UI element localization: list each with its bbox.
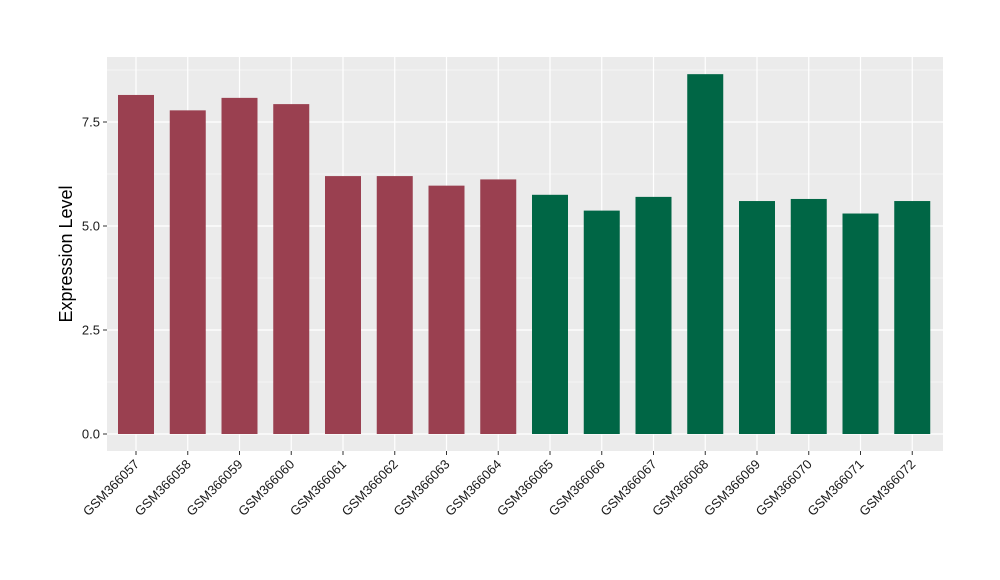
x-axis: GSM366057GSM366058GSM366059GSM366060GSM3… (80, 451, 918, 519)
bar-GSM366057 (118, 94, 154, 435)
bar-GSM366064 (480, 179, 517, 434)
bar-GSM366059 (221, 97, 258, 434)
bar-GSM366070 (790, 198, 827, 434)
bar-GSM366067 (635, 196, 672, 434)
bar-GSM366060 (273, 104, 310, 434)
y-axis: 0.0 2.5 5.0 7.5 (82, 115, 107, 442)
y-tick-label: 0.0 (82, 427, 100, 442)
y-tick-label: 2.5 (82, 323, 100, 338)
bar-GSM366061 (325, 176, 361, 434)
y-tick-label: 7.5 (82, 115, 100, 130)
y-tick-label: 5.0 (82, 219, 100, 234)
y-axis-title: Expression Level (56, 185, 76, 322)
bar-GSM366068 (687, 74, 724, 434)
bars (118, 74, 931, 435)
bar-GSM366065 (532, 194, 568, 434)
x-tick-label: GSM366072 (856, 457, 918, 519)
bar-GSM366066 (583, 210, 620, 434)
bar-GSM366058 (169, 110, 206, 435)
bar-GSM366062 (376, 176, 413, 434)
bar-GSM366063 (428, 185, 465, 434)
bar-GSM366069 (739, 201, 775, 434)
bar-GSM366071 (842, 213, 879, 434)
bar-GSM366072 (894, 201, 931, 434)
